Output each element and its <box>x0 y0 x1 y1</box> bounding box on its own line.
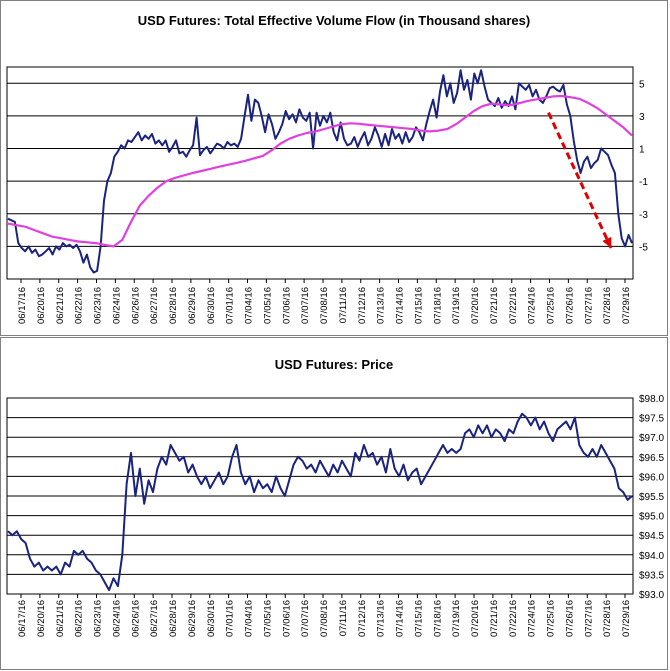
y-tick-label: $96.5 <box>639 453 664 464</box>
y-tick-label: $94.0 <box>639 551 664 562</box>
x-tick-label: 06/26/16 <box>130 600 141 637</box>
x-tick-label: 07/13/16 <box>376 600 387 637</box>
x-tick-label: 07/05/16 <box>262 287 273 324</box>
y-tick-label: $97.0 <box>639 433 664 444</box>
x-tick-label: 06/17/16 <box>17 600 28 637</box>
x-tick-label: 07/25/16 <box>546 287 557 324</box>
y-tick-label: $98.0 <box>639 394 664 405</box>
y-tick-label: 1 <box>639 145 645 156</box>
y-tick-label: $93.5 <box>639 570 664 581</box>
x-tick-label: 07/07/16 <box>300 600 311 637</box>
series-line-2 <box>7 94 633 248</box>
x-tick-label: 07/18/16 <box>432 287 443 324</box>
chart-title: USD Futures: Price <box>274 357 394 372</box>
x-tick-label: 07/08/16 <box>319 287 330 324</box>
x-tick-label: 07/27/16 <box>583 600 594 637</box>
x-tick-label: 07/21/16 <box>489 600 500 637</box>
x-tick-label: 07/15/16 <box>413 600 424 637</box>
y-tick-label: 5 <box>639 79 645 90</box>
series-line-1 <box>7 412 633 592</box>
x-tick-label: 06/22/16 <box>74 600 85 637</box>
x-tick-label: 07/26/16 <box>564 287 575 324</box>
price-chart: USD Futures: Price $98.0 $97.5 $97.0 $96.5 $… <box>0 337 668 670</box>
y-tick-label: -3 <box>639 210 648 221</box>
x-tick-label: 06/17/16 <box>17 287 28 324</box>
y-tick-label: $97.5 <box>639 414 664 425</box>
volume-flow-chart: USD Futures: Total Effective Volume Flow… <box>0 0 668 336</box>
x-tick-label: 07/28/16 <box>602 600 613 637</box>
x-tick-label: 07/06/16 <box>281 287 292 324</box>
x-tick-label: 07/27/16 <box>583 287 594 324</box>
x-tick-label: 07/14/16 <box>395 600 406 637</box>
x-tick-label: 07/28/16 <box>602 287 613 324</box>
x-tick-label: 07/21/16 <box>489 287 500 324</box>
x-tick-label: 07/19/16 <box>451 600 462 637</box>
x-tick-label: 06/29/16 <box>187 287 198 324</box>
x-tick-label: 06/27/16 <box>149 287 160 324</box>
y-tick-label: $94.5 <box>639 531 664 542</box>
x-tick-label: 06/20/16 <box>36 600 47 637</box>
x-tick-label: 06/29/16 <box>187 600 198 637</box>
x-tick-label: 07/04/16 <box>244 600 255 637</box>
x-tick-label: 07/12/16 <box>357 600 368 637</box>
x-tick-label: 07/11/16 <box>338 600 349 636</box>
y-tick-label: $95.0 <box>639 512 664 523</box>
x-tick-label: 06/28/16 <box>168 600 179 637</box>
x-tick-label: 07/14/16 <box>395 287 406 324</box>
y-tick-label: 3 <box>639 112 645 123</box>
x-tick-label: 07/15/16 <box>413 287 424 324</box>
x-tick-label: 07/25/16 <box>546 600 557 637</box>
y-tick-label: $96.0 <box>639 472 664 483</box>
x-tick-label: 06/22/16 <box>74 287 85 324</box>
x-tick-label: 07/24/16 <box>527 287 538 324</box>
price-plot: $98.0 $97.5 $97.0 $96.5 $96.0 $95.5 $95.0 $94.5… <box>6 394 664 637</box>
x-tick-label: 07/24/16 <box>527 600 538 637</box>
x-tick-label: 06/24/16 <box>111 287 122 324</box>
x-tick-label: 07/19/16 <box>451 287 462 324</box>
x-tick-label: 07/11/16 <box>338 287 349 323</box>
x-tick-label: 07/01/16 <box>225 600 236 637</box>
x-tick-label: 07/04/16 <box>244 287 255 324</box>
x-tick-label: 06/27/16 <box>149 600 160 637</box>
volume-flow-plot: 5 3 1 -1 -3 -5 06/17/16 06/20/16 06/21/16 06/22/1… <box>6 66 648 324</box>
x-tick-label: 06/28/16 <box>168 287 179 324</box>
x-tick-label: 07/12/16 <box>357 287 368 324</box>
x-tick-label: 07/08/16 <box>319 600 330 637</box>
x-tick-label: 07/22/16 <box>508 287 519 324</box>
x-tick-label: 06/24/16 <box>111 600 122 637</box>
y-tick-label: -1 <box>639 177 648 188</box>
x-tick-label: 07/07/16 <box>300 287 311 324</box>
y-tick-label: $93.0 <box>639 590 664 601</box>
x-tick-label: 07/18/16 <box>432 600 443 637</box>
trend-arrow-head <box>602 236 612 249</box>
x-tick-label: 07/20/16 <box>470 287 481 324</box>
x-tick-label: 06/26/16 <box>130 287 141 324</box>
trend-arrow-shaft <box>547 112 613 249</box>
x-tick-label: 06/30/16 <box>206 287 217 324</box>
x-tick-label: 07/29/16 <box>621 600 632 637</box>
chart-title: USD Futures: Total Effective Volume Flow… <box>137 13 531 28</box>
x-tick-label: 07/29/16 <box>621 287 632 324</box>
x-tick-label: 06/21/16 <box>55 600 66 637</box>
x-tick-label: 07/26/16 <box>564 600 575 637</box>
x-tick-label: 07/01/16 <box>225 287 236 324</box>
x-tick-label: 07/06/16 <box>281 600 292 637</box>
x-tick-label: 07/05/16 <box>262 600 273 637</box>
y-tick-label: -5 <box>639 242 648 253</box>
x-tick-label: 06/23/16 <box>93 287 104 324</box>
x-tick-label: 07/22/16 <box>508 600 519 637</box>
x-tick-label: 06/21/16 <box>55 287 66 324</box>
series-line-1 <box>7 69 633 274</box>
x-tick-label: 06/23/16 <box>93 600 104 637</box>
y-tick-label: $95.5 <box>639 492 664 503</box>
x-tick-label: 07/20/16 <box>470 600 481 637</box>
x-tick-label: 06/30/16 <box>206 600 217 637</box>
x-tick-label: 07/13/16 <box>376 287 387 324</box>
x-tick-label: 06/20/16 <box>36 287 47 324</box>
